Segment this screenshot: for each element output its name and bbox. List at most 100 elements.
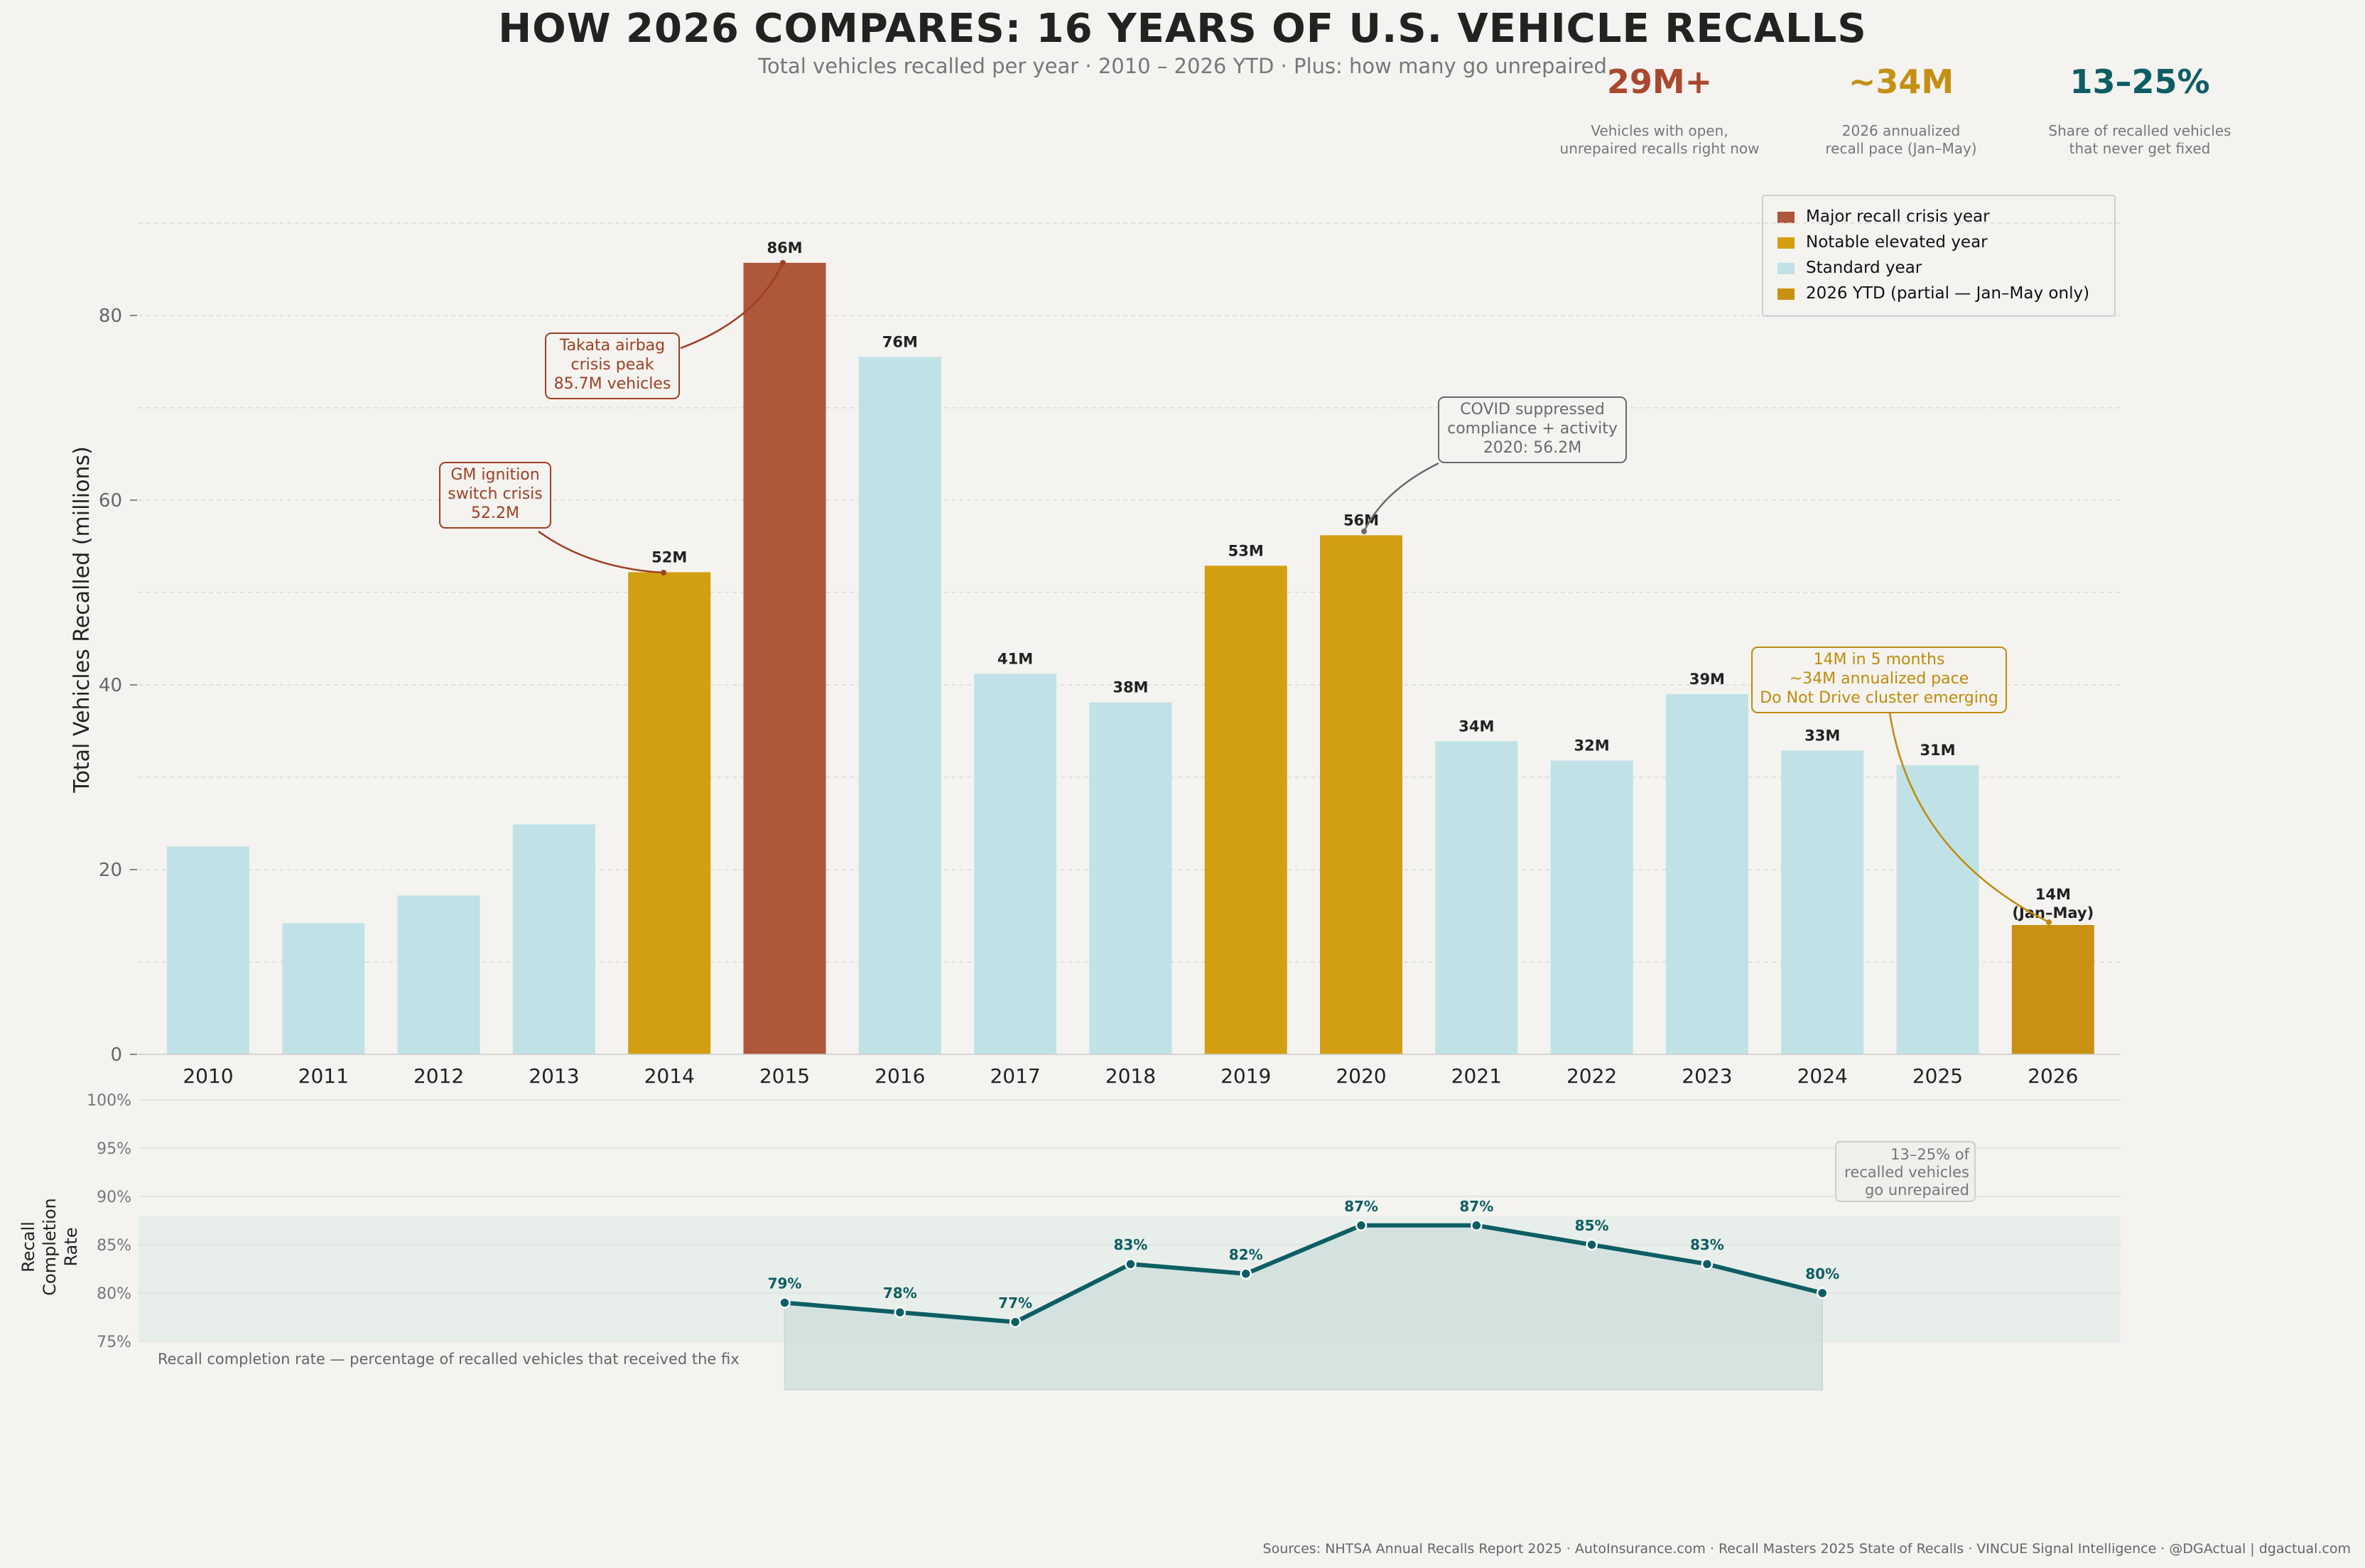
bar-2018: [1089, 702, 1172, 1054]
bar-value-label: 14M: [2035, 886, 2071, 903]
annotation-text: COVID suppressed: [1460, 401, 1605, 418]
y-tick-label: 75%: [97, 1334, 131, 1351]
kpi-label: Vehicles with open, unrepaired recalls ri…: [1559, 122, 1760, 157]
annotation-box: [1751, 647, 2007, 713]
kpi-label: 2026 annualized recall pace (Jan–May): [1825, 122, 1977, 157]
completion-point-label: 77%: [998, 1294, 1032, 1312]
legend-swatch: [1777, 262, 1795, 274]
x-tick-label: 2013: [529, 1064, 579, 1088]
bar-value-label: 39M: [1689, 671, 1725, 688]
chart-legend: Major recall crisis year Notable elevate…: [1762, 195, 2116, 317]
kpi-annualized-pace: ~34M 2026 annualized recall pace (Jan–May…: [1752, 63, 2050, 158]
completion-point-label: 83%: [1113, 1236, 1147, 1253]
bar-2013: [512, 824, 595, 1054]
x-tick-label: 2012: [413, 1064, 464, 1088]
bar-value-label-extra: (Jan–May): [2012, 904, 2094, 921]
bar-2022: [1550, 760, 1633, 1054]
bar-value-label: 52M: [651, 548, 687, 566]
x-tick-label: 2023: [1682, 1064, 1732, 1088]
completion-axis-label: Rate: [61, 1227, 81, 1266]
annotation-arrow: [1888, 712, 2050, 924]
x-tick-label: 2026: [2028, 1064, 2078, 1088]
completion-point-2016: [894, 1306, 907, 1319]
annotation-text: Do Not Drive cluster emerging: [1760, 689, 1998, 707]
annotation-box: [439, 462, 551, 529]
bar-value-label: 32M: [1574, 737, 1610, 755]
completion-callout-text: recalled vehicles: [1844, 1164, 1969, 1181]
kpi-label: Share of recalled vehicles that never get…: [2048, 122, 2231, 157]
completion-callout-text: 13–25% of: [1890, 1146, 1969, 1163]
annotation-text: crisis peak: [570, 356, 654, 374]
bar-2011: [282, 923, 365, 1054]
annotation-text: Takata airbag: [559, 337, 665, 355]
y-tick-label: 80%: [97, 1285, 131, 1303]
completion-line: [784, 1223, 1823, 1324]
annotation-box: [545, 332, 680, 399]
completion-point-label: 83%: [1690, 1236, 1724, 1253]
annotation-arrowhead: [1361, 529, 1367, 534]
completion-point-label: 87%: [1459, 1198, 1493, 1215]
completion-point-2018: [1125, 1258, 1137, 1270]
y-tick-label: 0: [110, 1044, 122, 1066]
bar-2021: [1435, 741, 1518, 1054]
bar-value-label: 56M: [1343, 512, 1379, 529]
x-tick-label: 2022: [1566, 1064, 1617, 1088]
annotation-text: 2020: 56.2M: [1483, 439, 1581, 457]
annotation-arrow: [538, 530, 664, 574]
annotation-arrowhead: [2046, 919, 2052, 925]
kpi-unrepaired-share: 13–25% Share of recalled vehicles that ne…: [1991, 63, 2289, 158]
completion-axis-label: Recall: [18, 1221, 38, 1272]
y-tick-label: 20: [99, 860, 122, 881]
bar-2023: [1665, 694, 1748, 1054]
x-tick-label: 2025: [1912, 1064, 1963, 1088]
annotation-text: ~34M annualized pace: [1790, 670, 1969, 688]
completion-point-2021: [1471, 1219, 1483, 1232]
y-tick-label: 90%: [97, 1189, 131, 1206]
annotation-text: switch crisis: [448, 485, 543, 503]
completion-band: [139, 1216, 2121, 1341]
x-tick-label: 2019: [1221, 1064, 1271, 1088]
x-tick-label: 2021: [1451, 1064, 1502, 1088]
bar-2015: [743, 262, 826, 1054]
chart-title: HOW 2026 COMPARES: 16 YEARS OF U.S. VEHI…: [498, 6, 1867, 52]
bar-2025: [1896, 765, 1979, 1054]
bar-value-label: 41M: [997, 650, 1033, 667]
annotation-text: GM ignition: [450, 466, 539, 484]
y-tick-label: 80: [99, 306, 122, 327]
x-tick-label: 2014: [644, 1064, 695, 1088]
completion-point-2017: [1009, 1316, 1022, 1329]
bar-2014: [628, 572, 711, 1054]
annotation-text: 14M in 5 months: [1814, 651, 1945, 669]
chart-subtitle: Total vehicles recalled per year · 2010 …: [758, 54, 1607, 78]
completion-point-2022: [1586, 1238, 1598, 1251]
bar-value-label: 31M: [1920, 742, 1955, 759]
y-tick-label: 95%: [97, 1140, 131, 1158]
completion-point-label: 80%: [1805, 1265, 1839, 1282]
annotation-text: 52.2M: [471, 504, 519, 522]
completion-callout-text: go unrepaired: [1865, 1182, 1969, 1199]
completion-point-2023: [1701, 1258, 1714, 1270]
completion-axis-label: Completion: [40, 1198, 60, 1295]
completion-point-2015: [779, 1297, 791, 1309]
bar-value-label: 76M: [882, 334, 918, 351]
x-tick-label: 2020: [1336, 1064, 1386, 1088]
legend-entry-crisis: Major recall crisis year: [1777, 207, 1990, 229]
completion-point-label: 85%: [1575, 1217, 1609, 1234]
bar-value-label: 86M: [767, 239, 802, 256]
legend-entry-standard: Standard year: [1777, 259, 1922, 280]
bar-value-label: 33M: [1804, 727, 1840, 744]
completion-point-label: 87%: [1344, 1198, 1378, 1215]
sources-footer: Sources: NHTSA Annual Recalls Report 202…: [1262, 1541, 2351, 1557]
bar-value-label: 53M: [1228, 542, 1264, 559]
bar-2010: [167, 846, 249, 1054]
legend-swatch: [1777, 237, 1795, 249]
bar-2026: [2011, 925, 2094, 1054]
legend-entry-ytd: 2026 YTD (partial — Jan–May only): [1777, 284, 2089, 306]
kpi-open-recalls: 29M+ Vehicles with open, unrepaired recal…: [1510, 63, 1809, 158]
x-tick-label: 2017: [990, 1064, 1040, 1088]
annotation-arrow: [680, 262, 784, 350]
x-tick-label: 2016: [875, 1064, 925, 1088]
legend-swatch: [1777, 288, 1795, 300]
bar-value-label: 38M: [1113, 679, 1148, 696]
y-axis-label: Total Vehicles Recalled (millions): [70, 446, 94, 794]
